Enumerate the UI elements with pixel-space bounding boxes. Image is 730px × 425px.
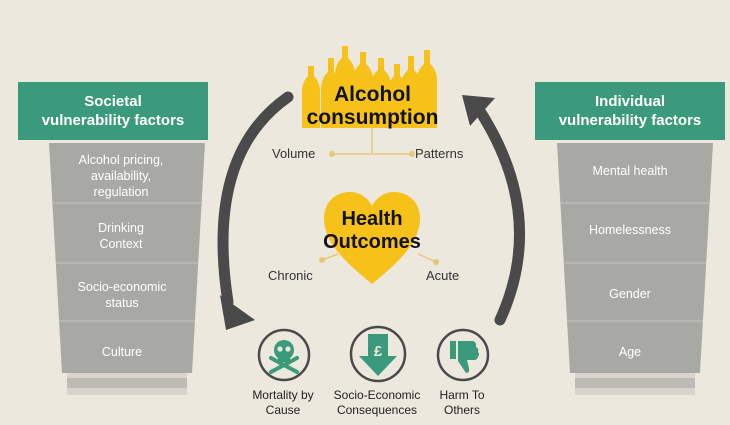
left-glass-shape bbox=[49, 143, 205, 395]
right-banner-text: Individual vulnerability factors bbox=[558, 93, 702, 129]
outcome-socio-line2: Consequences bbox=[336, 403, 418, 417]
health-title-line2: Outcomes bbox=[323, 231, 421, 253]
left-item-socio: Socio-economic status bbox=[77, 280, 167, 310]
svg-text:£: £ bbox=[374, 343, 383, 360]
right-item-mental: Mental health bbox=[592, 164, 668, 178]
right-arrow bbox=[472, 102, 525, 326]
alcohol-title: Alcohol consumption bbox=[290, 83, 455, 129]
alcohol-title-line2: consumption bbox=[306, 106, 439, 129]
right-item-gender: Gender bbox=[609, 287, 651, 301]
left-item-pricing: Alcohol pricing, availability, regulatio… bbox=[78, 153, 164, 199]
outcome-label-socio: Socio-Economic Consequences bbox=[322, 388, 432, 418]
heart-icon bbox=[324, 192, 420, 284]
thumbs-down-icon bbox=[436, 328, 490, 382]
outcome-socio-line1: Socio-Economic bbox=[333, 388, 421, 402]
left-banner-text: Societal vulnerability factors bbox=[41, 93, 185, 129]
patterns-label: Patterns bbox=[415, 146, 464, 161]
alcohol-title-line1: Alcohol bbox=[334, 83, 411, 106]
chronic-label: Chronic bbox=[268, 268, 313, 283]
outcome-mortality-line2: Cause bbox=[265, 403, 301, 417]
right-banner: Individual vulnerability factors bbox=[535, 82, 725, 140]
outcome-label-mortality: Mortality by Cause bbox=[238, 388, 328, 418]
outcome-label-harm: Harm To Others bbox=[422, 388, 502, 418]
left-banner: Societal vulnerability factors bbox=[18, 82, 208, 140]
health-title: Health Outcomes bbox=[312, 208, 432, 254]
right-item-age: Age bbox=[618, 345, 642, 359]
left-arrow-head bbox=[220, 295, 255, 330]
left-item-context: Drinking Context bbox=[98, 221, 144, 251]
left-arrow bbox=[217, 91, 294, 308]
health-title-line1: Health bbox=[341, 208, 403, 230]
right-arrow-head bbox=[462, 95, 495, 126]
left-item-culture: Culture bbox=[101, 345, 143, 359]
right-item-homeless: Homelessness bbox=[589, 223, 671, 237]
outcome-harm-line2: Others bbox=[443, 403, 480, 417]
volume-patterns-connector bbox=[329, 128, 415, 157]
left-glass bbox=[47, 143, 207, 398]
outcome-harm-line1: Harm To bbox=[439, 388, 485, 402]
chronic-acute-connector bbox=[319, 253, 439, 265]
skull-crossbones-icon bbox=[257, 328, 311, 382]
outcome-mortality-line1: Mortality by bbox=[252, 388, 314, 402]
right-glass-shape bbox=[557, 143, 713, 395]
volume-label: Volume bbox=[272, 146, 316, 161]
pound-down-arrow-icon: £ bbox=[349, 325, 407, 383]
bottles-icon bbox=[302, 46, 437, 128]
right-glass bbox=[555, 143, 715, 398]
acute-label: Acute bbox=[426, 268, 460, 283]
